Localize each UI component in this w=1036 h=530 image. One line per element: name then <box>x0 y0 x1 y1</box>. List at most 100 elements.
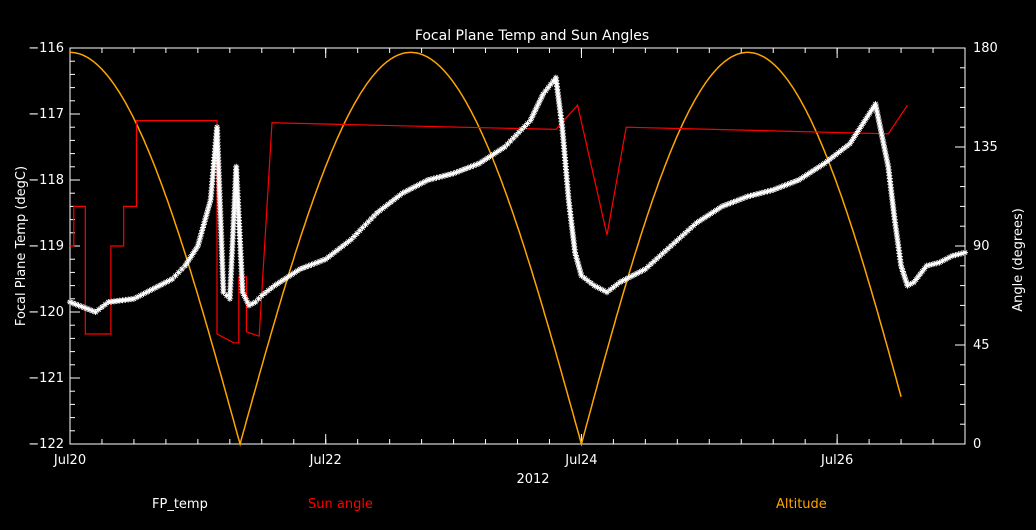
y-tick-label-left: −120 <box>28 305 64 320</box>
y-tick-label-right: 180 <box>973 41 998 56</box>
fp-temp-point <box>92 309 99 315</box>
fp-temp-point <box>912 276 919 283</box>
fp-temp-point <box>616 279 623 286</box>
fp-temp-point <box>396 192 403 199</box>
fp-temp-point <box>597 285 604 292</box>
fp-temp-point <box>642 266 649 273</box>
fp-temp-point <box>291 269 298 276</box>
fp-temp-point <box>883 154 890 161</box>
fp-temp-point <box>848 137 855 144</box>
fp-temp-point <box>182 262 189 269</box>
fp-temp-point <box>484 155 491 161</box>
fp-temp-point <box>98 304 105 311</box>
fp-temp-point <box>185 257 192 264</box>
y-tick-label-right: 135 <box>973 140 998 155</box>
fp-temp-point <box>707 210 714 217</box>
fp-temp-point <box>876 122 883 128</box>
fp-temp-point <box>191 248 198 255</box>
fp-temp-point <box>600 287 607 294</box>
fp-temp-point <box>866 110 873 117</box>
series-layer <box>67 51 968 447</box>
fp-temp-point <box>716 205 723 212</box>
fp-temp-point <box>209 175 216 182</box>
fp-temp-point <box>382 203 389 210</box>
fp-temp-point <box>874 113 881 120</box>
y-tick-label-left: −118 <box>28 173 64 188</box>
fp-temp-point <box>169 276 176 282</box>
fp-temp-point <box>246 302 252 309</box>
fp-temp-point <box>560 136 567 143</box>
fp-temp-point <box>413 182 420 189</box>
fp-temp-point <box>884 157 891 164</box>
fp-temp-point <box>858 122 865 129</box>
fp-temp-point <box>846 140 853 147</box>
fp-temp-point <box>322 256 329 263</box>
legend-label-altitude: Altitude <box>776 497 827 512</box>
fp-temp-point <box>282 275 289 282</box>
fp-temp-point <box>736 196 743 203</box>
fp-temp-point <box>146 287 153 294</box>
fp-temp-point <box>205 202 212 209</box>
fp-temp-point <box>875 116 882 123</box>
x-tick-label: Jul20 <box>53 453 86 468</box>
fp-temp-point <box>807 169 814 176</box>
fp-temp-point <box>365 218 372 225</box>
fp-temp-point <box>564 178 571 185</box>
fp-temp-point <box>195 239 202 246</box>
legend-item-sun-angle: Sun angle <box>308 497 373 512</box>
fp-temp-point <box>207 193 214 200</box>
fp-temp-point <box>915 273 922 280</box>
fp-temp-point <box>892 222 899 229</box>
x-axis-label: 2012 <box>516 472 549 487</box>
fp-temp-point <box>210 163 217 170</box>
fp-temp-point <box>196 236 203 243</box>
fp-temp-point <box>619 277 626 284</box>
fp-temp-point <box>877 124 884 131</box>
fp-temp-point <box>288 271 295 278</box>
fp-temp-point <box>331 249 338 256</box>
fp-temp-point <box>829 153 836 160</box>
fp-temp-point <box>879 133 886 140</box>
fp-temp-point <box>407 185 414 192</box>
fp-temp-point <box>670 240 677 247</box>
fp-temp-point <box>879 136 886 143</box>
fp-temp-point <box>573 255 580 262</box>
fp-temp-point <box>478 158 485 165</box>
fp-temp-point <box>903 279 910 286</box>
fp-temp-point <box>444 171 451 178</box>
fp-temp-point <box>873 107 880 114</box>
y-tick-label-left: −122 <box>28 437 64 452</box>
fp-temp-point <box>336 245 343 252</box>
fp-temp-point <box>356 227 363 234</box>
fp-temp-point <box>673 237 680 244</box>
fp-temp-point <box>197 233 204 240</box>
fp-temp-point <box>897 256 904 263</box>
x-tick-label: Jul26 <box>820 453 853 468</box>
fp-temp-point <box>325 254 332 260</box>
fp-temp-point <box>607 286 614 293</box>
fp-temp-point <box>895 247 902 254</box>
fp-temp-point <box>172 272 179 279</box>
fp-temp-point <box>821 160 828 167</box>
fp-temp-point <box>874 110 881 117</box>
fp-temp-point <box>239 289 246 296</box>
fp-temp-point <box>373 210 380 216</box>
fp-temp-point <box>575 261 582 268</box>
fp-temp-point <box>665 245 672 252</box>
fp-temp-point <box>572 249 579 256</box>
fp-temp-point <box>368 215 375 222</box>
fp-temp-point <box>696 218 703 225</box>
fp-temp-point <box>280 277 287 284</box>
fp-temp-point <box>900 271 907 278</box>
fp-temp-point <box>881 142 888 149</box>
fp-temp-point <box>244 299 251 306</box>
fp-temp-point <box>562 163 569 170</box>
fp-temp-point <box>730 199 737 205</box>
fp-temp-point <box>933 260 940 267</box>
fp-temp-point <box>560 142 567 149</box>
fp-temp-point <box>342 240 349 247</box>
fp-temp-point <box>390 196 397 203</box>
fp-temp-point <box>795 177 802 183</box>
fp-temp-point <box>208 190 215 197</box>
